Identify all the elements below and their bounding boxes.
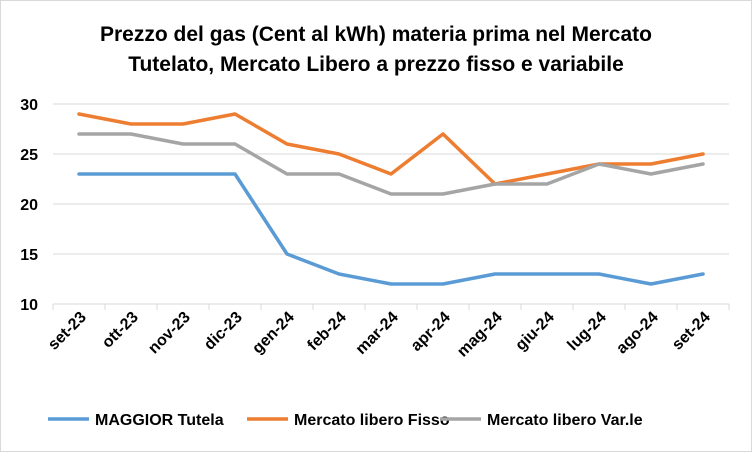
y-tick-label: 25 bbox=[20, 147, 38, 164]
x-tick-label: mag-24 bbox=[454, 309, 506, 361]
chart-title-line-2: Tutelato, Mercato Libero a prezzo fisso … bbox=[128, 53, 624, 76]
legend-label: Mercato libero Var.le bbox=[487, 412, 643, 429]
legend-item: Mercato libero Fisso bbox=[247, 412, 450, 429]
x-tick-label: dic-23 bbox=[201, 309, 246, 354]
y-tick-label: 20 bbox=[20, 197, 38, 214]
x-tick-label: apr-24 bbox=[408, 309, 454, 355]
legend-item: Mercato libero Var.le bbox=[440, 412, 643, 429]
x-tick-label: giu-24 bbox=[512, 309, 557, 354]
x-tick-label: ago-24 bbox=[613, 309, 662, 358]
series-line-0 bbox=[77, 172, 705, 286]
x-tick-label: lug-24 bbox=[564, 309, 609, 354]
x-tick-label: feb-24 bbox=[304, 309, 349, 354]
y-tick-label: 30 bbox=[20, 97, 38, 114]
legend-label: Mercato libero Fisso bbox=[294, 412, 450, 429]
y-tick-label: 10 bbox=[20, 297, 38, 314]
legend-label: MAGGIOR Tutela bbox=[95, 412, 224, 429]
x-tick-label: gen-24 bbox=[249, 309, 298, 358]
x-tick-label: set-24 bbox=[669, 309, 714, 354]
x-tick-label: ott-23 bbox=[99, 309, 142, 352]
y-tick-label: 15 bbox=[20, 247, 38, 264]
x-tick-label: set-23 bbox=[45, 309, 90, 354]
chart-title-line-1: Prezzo del gas (Cent al kWh) materia pri… bbox=[100, 23, 652, 46]
legend-item: MAGGIOR Tutela bbox=[48, 412, 224, 429]
x-tick-label: nov-23 bbox=[145, 309, 194, 358]
x-tick-label: mar-24 bbox=[353, 309, 402, 358]
